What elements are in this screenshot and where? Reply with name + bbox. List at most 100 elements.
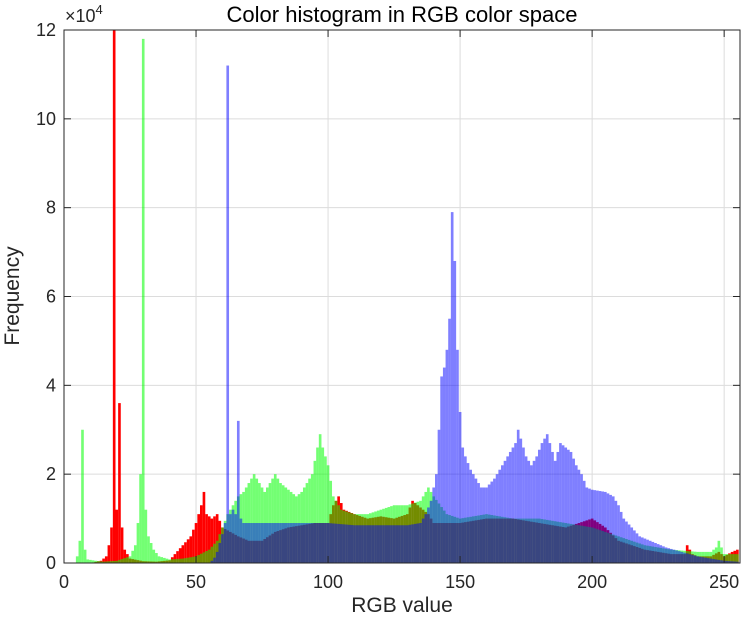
- histogram-bar: [733, 561, 737, 563]
- histogram-bar: [302, 523, 306, 563]
- histogram-bar: [413, 523, 417, 563]
- histogram-bar: [511, 447, 515, 563]
- histogram-bar: [654, 543, 657, 563]
- histogram-bar: [361, 525, 364, 563]
- histogram-bar: [627, 524, 631, 563]
- histogram-bar: [115, 560, 119, 563]
- histogram-bar: [495, 474, 499, 563]
- histogram-bar: [221, 534, 224, 563]
- histogram-bar: [347, 524, 351, 563]
- histogram-bar: [173, 554, 177, 563]
- histogram-bar: [677, 551, 681, 563]
- histogram-bar: [255, 478, 259, 563]
- histogram-bar: [601, 491, 605, 563]
- histogram-bar: [213, 543, 216, 563]
- histogram-bar: [376, 525, 380, 563]
- histogram-bar: [168, 559, 171, 563]
- histogram-bar: [342, 524, 346, 563]
- histogram-bar: [524, 456, 528, 563]
- histogram-bar: [184, 542, 187, 563]
- histogram-bar: [374, 525, 377, 563]
- histogram-bar: [450, 212, 454, 563]
- histogram-bar: [609, 494, 612, 563]
- histogram-bar: [736, 561, 739, 563]
- histogram-bar: [339, 524, 343, 563]
- histogram-bar: [456, 349, 459, 563]
- histogram-bar: [696, 556, 700, 563]
- histogram-bar: [215, 551, 219, 563]
- histogram-bar: [147, 536, 150, 563]
- histogram-bar: [118, 559, 121, 563]
- histogram-bar: [469, 469, 472, 563]
- histogram-bar: [207, 549, 211, 563]
- histogram-bar: [199, 553, 203, 563]
- histogram-bar: [648, 540, 652, 563]
- histogram-bar: [725, 554, 729, 563]
- histogram-bar: [398, 525, 401, 563]
- histogram-bar: [155, 553, 158, 563]
- histogram-bar: [712, 549, 715, 563]
- histogram-bar: [656, 544, 660, 563]
- histogram-bar: [685, 553, 689, 563]
- histogram-bar: [104, 556, 108, 563]
- histogram-bar: [120, 527, 124, 563]
- histogram-bar: [395, 525, 399, 563]
- histogram-bar: [189, 557, 193, 563]
- histogram-bar: [590, 489, 594, 563]
- histogram-bar: [630, 527, 634, 563]
- histogram-bar: [123, 558, 127, 563]
- histogram-bar: [728, 554, 731, 563]
- histogram-bar: [244, 523, 248, 563]
- histogram-bar: [429, 500, 433, 563]
- histogram-bar: [358, 525, 362, 563]
- histogram-bar: [498, 469, 502, 563]
- histogram-bar: [99, 561, 103, 563]
- histogram-bar: [424, 514, 428, 563]
- histogram-bar: [202, 491, 206, 563]
- histogram-bar: [310, 523, 314, 563]
- histogram-bar: [564, 447, 568, 563]
- histogram-bar: [102, 558, 105, 563]
- histogram-bar: [355, 525, 359, 563]
- histogram-bar: [408, 524, 412, 563]
- histogram-bar: [178, 548, 182, 563]
- histogram-bar: [693, 555, 697, 563]
- histogram-bar: [176, 551, 179, 563]
- histogram-bar: [479, 487, 483, 563]
- histogram-bar: [242, 523, 245, 563]
- y-tick-label: 4: [46, 375, 56, 395]
- histogram-bar: [165, 558, 169, 563]
- histogram-bar: [318, 434, 322, 563]
- histogram-bar: [688, 554, 692, 563]
- histogram-bar: [271, 523, 274, 563]
- histogram-bar: [131, 550, 134, 563]
- histogram-bar: [487, 484, 491, 563]
- histogram-bar: [120, 559, 124, 563]
- histogram-bar: [712, 559, 715, 563]
- histogram-bar: [176, 558, 179, 563]
- histogram-bar: [709, 558, 713, 563]
- histogram-bar: [97, 561, 100, 563]
- histogram-bar: [321, 523, 325, 563]
- histogram-bar: [75, 556, 79, 563]
- histogram-bar: [115, 509, 119, 563]
- x-tick-label: 250: [709, 572, 739, 592]
- histogram-bar: [266, 523, 269, 563]
- histogram-bar: [561, 445, 565, 563]
- x-tick-label: 100: [313, 572, 343, 592]
- histogram-bar: [184, 558, 187, 563]
- histogram-bar: [313, 523, 317, 563]
- histogram-bar: [651, 541, 655, 563]
- histogram-bar: [421, 518, 425, 563]
- histogram-bar: [281, 523, 285, 563]
- histogram-bar: [416, 523, 420, 563]
- histogram-bar: [387, 525, 391, 563]
- histogram-bar: [173, 559, 177, 563]
- histogram-bar: [617, 505, 620, 563]
- histogram-bar: [163, 557, 166, 563]
- histogram-bar: [107, 561, 111, 563]
- histogram-bar: [572, 458, 575, 563]
- histogram-bar: [197, 555, 200, 563]
- histogram-bar: [186, 557, 190, 563]
